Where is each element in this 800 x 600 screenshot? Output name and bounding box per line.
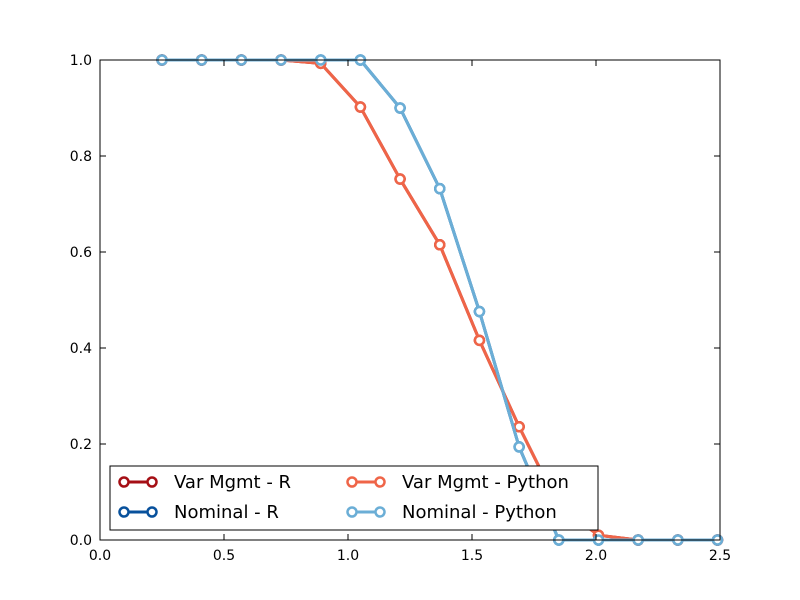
legend-label: Var Mgmt - R [174,472,291,493]
data-point-3-9 [513,441,525,453]
legend-marker [146,506,158,518]
x-tick-label: 0.0 [89,548,111,564]
axes-frame [99,59,721,541]
x-tick-label: 1.5 [461,548,483,564]
legend-marker [374,506,386,518]
legend-marker [346,506,358,518]
legend-label: Nominal - Python [402,502,557,523]
data-point-2-5 [354,101,367,113]
y-tick-label: 1.0 [70,53,92,69]
legend-marker [346,476,358,488]
y-tick-label: 0.6 [70,245,92,261]
y-tick-label: 0.8 [70,149,92,165]
legend-label: Nominal - R [174,502,279,523]
legend-marker [146,476,158,488]
x-tick-label: 0.5 [213,548,235,564]
legend-label: Var Mgmt - Python [402,472,569,493]
y-tick-label: 0.2 [70,437,92,453]
legend-marker [118,476,130,488]
legend: Var Mgmt - R Nominal - R Var Mgmt - Python… [109,465,599,531]
legend-marker [118,506,130,518]
data-point-3-7 [434,182,446,195]
x-tick-label: 2.5 [709,548,731,564]
axes: 0.0 0.5 1.0 1.5 2.0 2.5 0.0 0.2 0.4 0.6 0.8 1.0 [70,53,731,564]
data-point-2-8 [473,334,486,347]
data-point-2-6 [394,173,406,185]
legend-marker [374,476,386,488]
y-tick-label: 0.0 [70,533,92,549]
x-tick-label: 1.0 [337,548,359,564]
data-point-2-9 [513,420,525,433]
data-point-3-6 [394,102,406,114]
x-tick-label: 2.0 [585,548,607,564]
data-point-2-7 [434,239,446,251]
data-point-3-8 [473,305,486,318]
y-tick-label: 0.4 [70,341,92,357]
